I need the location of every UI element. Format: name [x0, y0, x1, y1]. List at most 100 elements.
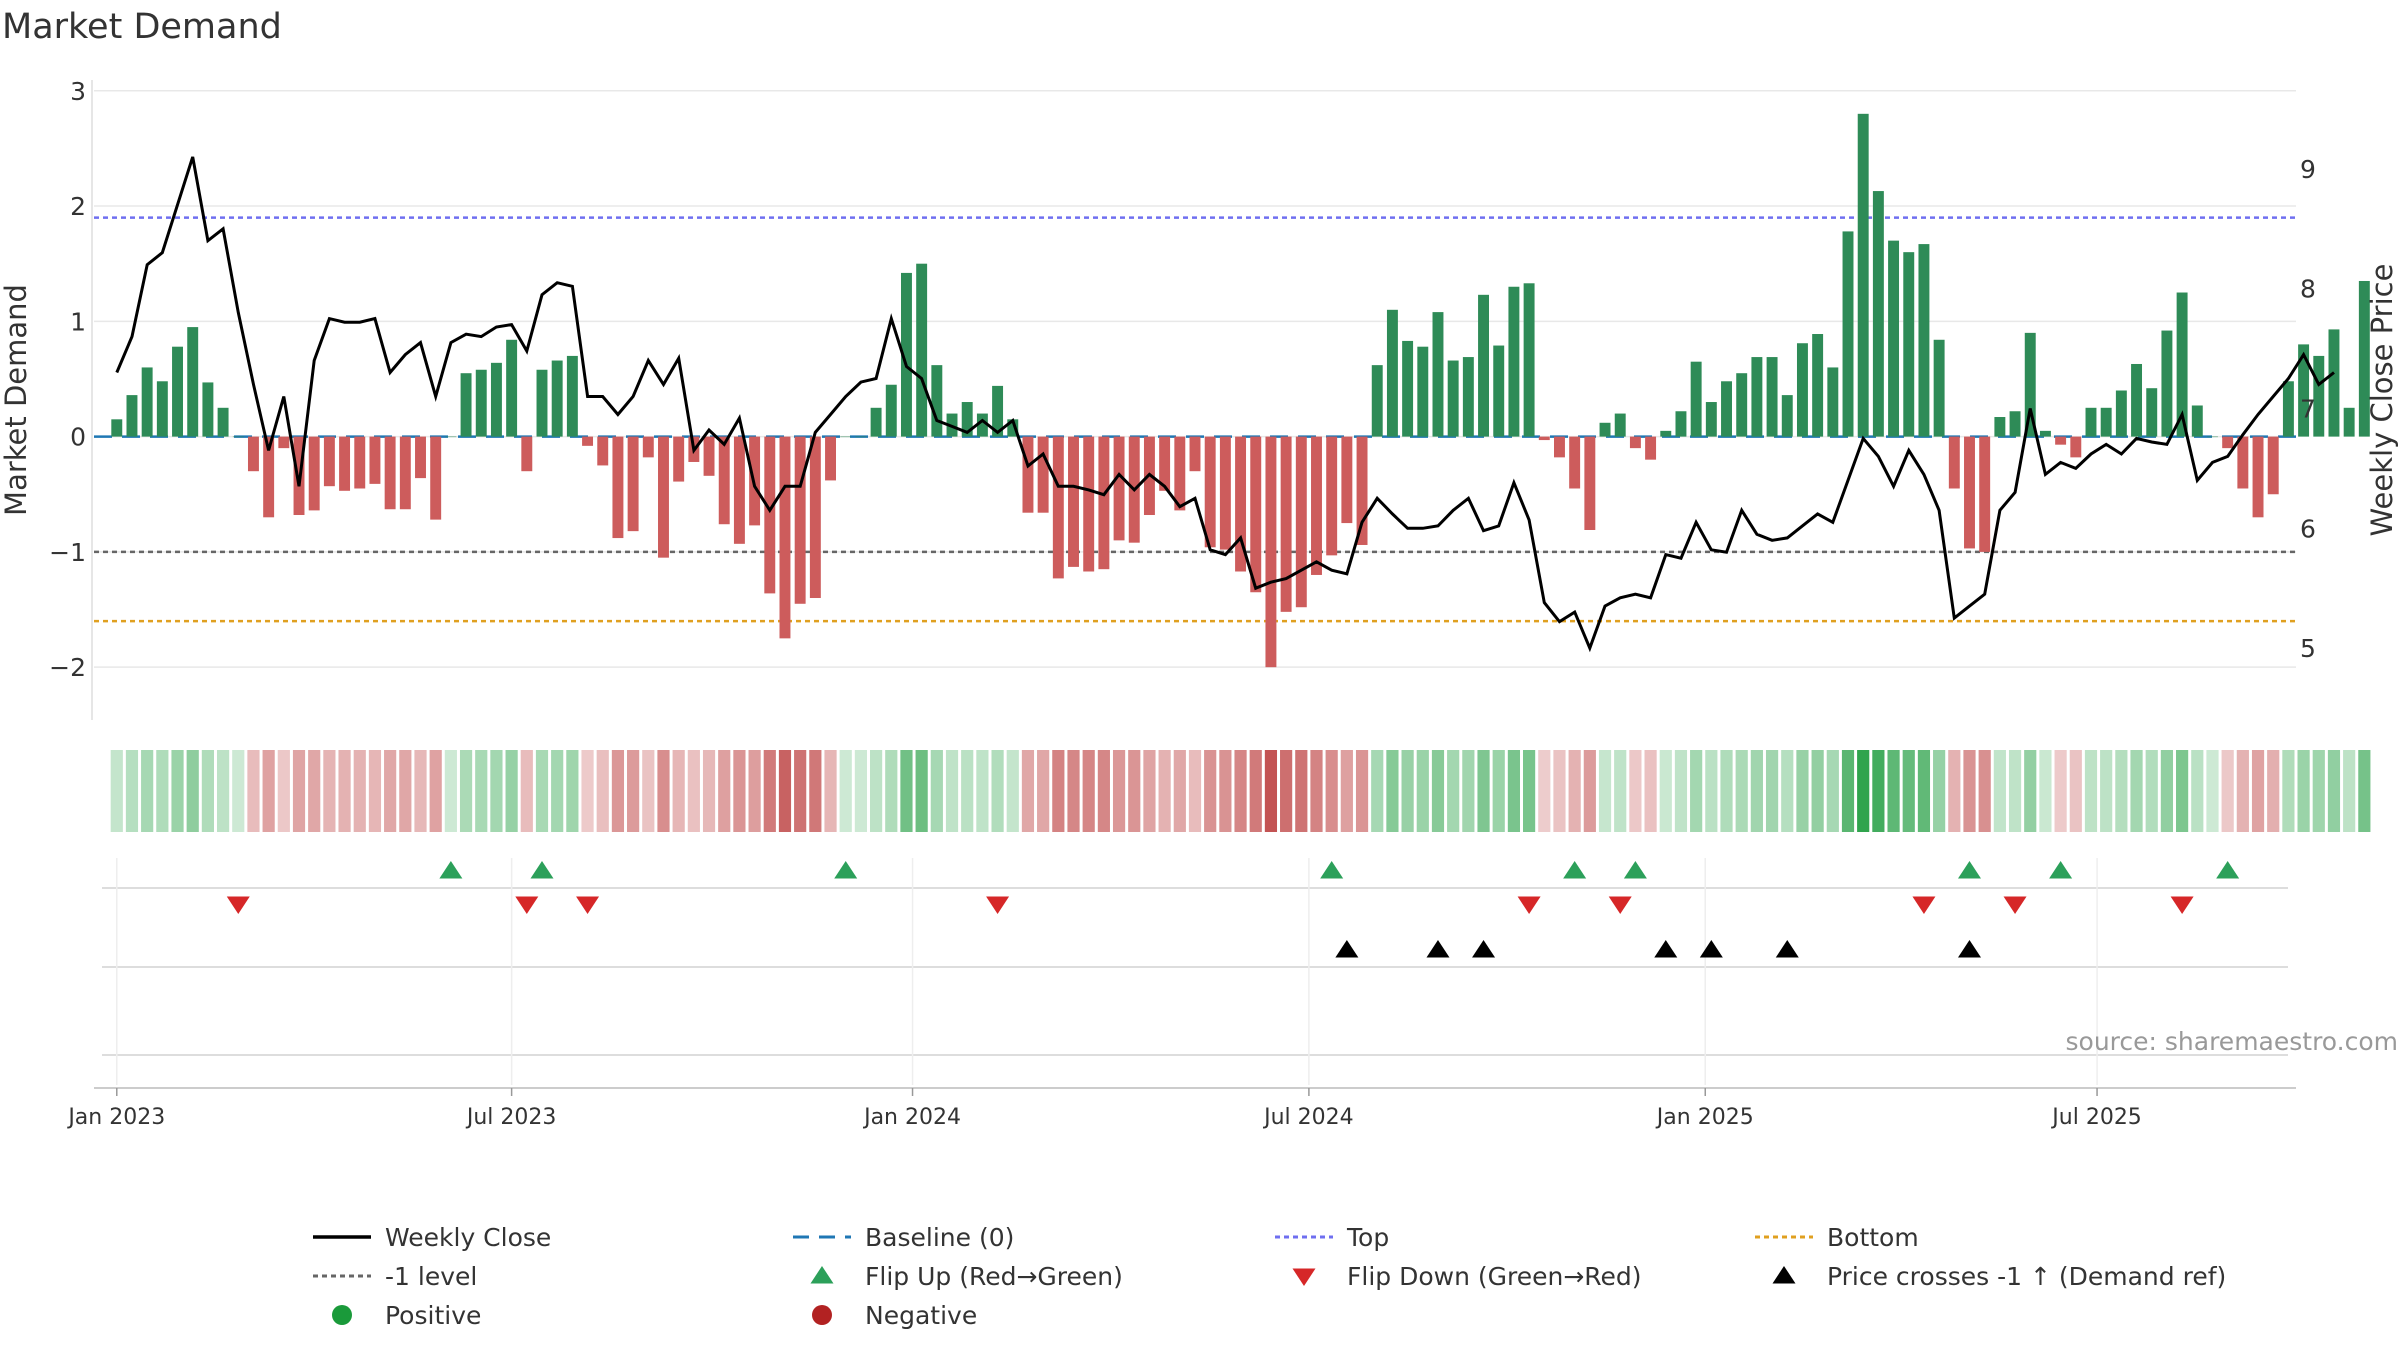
strip-cell-positive: [2176, 750, 2189, 832]
strip-cell-negative: [1340, 750, 1353, 832]
strip-cell-negative: [262, 750, 275, 832]
strip-cell-positive: [839, 750, 852, 832]
strip-cell-negative: [596, 750, 609, 832]
demand-bar-positive: [1493, 345, 1505, 437]
demand-bar-positive: [1827, 367, 1839, 437]
demand-bar-negative: [1295, 436, 1307, 608]
strip-cell-negative: [292, 750, 306, 832]
strip-cell-negative: [399, 750, 412, 832]
strip-cell-positive: [1841, 750, 1855, 832]
demand-bar-negative: [703, 436, 715, 476]
strip-cell-positive: [1750, 750, 1763, 832]
demand-bar-positive: [2358, 280, 2370, 437]
left-y-tick-labels: 3 2 1 0 −1 −2: [49, 77, 86, 682]
legend-label: Flip Down (Green→Red): [1347, 1262, 1642, 1291]
demand-bar-positive: [2313, 355, 2325, 437]
strip-cell-positive: [1492, 750, 1505, 832]
demand-bar-negative: [794, 436, 806, 604]
legend-label: Positive: [385, 1301, 481, 1330]
strip-cell-negative: [627, 750, 640, 832]
legend-label: Flip Up (Red→Green): [865, 1262, 1123, 1291]
demand-bar-positive: [566, 355, 578, 437]
strip-cell-positive: [156, 750, 169, 832]
demand-bar-negative: [809, 436, 821, 599]
demand-bar-positive: [2024, 332, 2036, 437]
flip-down-marker: [2170, 896, 2194, 914]
right-y-tick-label: 5: [2300, 634, 2316, 663]
demand-bar-positive: [1918, 244, 1930, 437]
strip-cell-positive: [1735, 750, 1748, 832]
strip-cell-negative: [1553, 750, 1566, 832]
demand-bar-positive: [855, 436, 867, 438]
demand-bar-positive: [1462, 357, 1474, 437]
strip-cell-negative: [1037, 750, 1050, 832]
event-marker-rows: [94, 858, 2296, 1089]
strip-cell-positive: [110, 750, 123, 832]
demand-bar-negative: [2070, 436, 2082, 458]
demand-bar-positive: [202, 382, 214, 437]
gridlines: [94, 90, 2296, 668]
x-tick-label: Jul 2024: [1262, 1105, 1354, 1130]
right-y-tick-labels: 9 8 7 6 5: [2300, 155, 2316, 663]
strip-cell-positive: [171, 750, 184, 832]
demand-bar-positive: [2039, 430, 2051, 437]
demand-bar-positive: [536, 369, 548, 437]
demand-heat-strip: [110, 750, 2371, 832]
demand-bar-positive: [141, 367, 153, 437]
demand-bar-positive: [1447, 360, 1459, 437]
demand-bar-negative: [825, 436, 836, 481]
demand-bar-positive: [1751, 357, 1763, 437]
demand-bar-negative: [764, 436, 776, 594]
strip-cell-negative: [809, 750, 822, 832]
strip-cell-negative: [1583, 750, 1596, 832]
demand-bar-negative: [1645, 436, 1657, 460]
strip-cell-positive: [2100, 750, 2113, 832]
demand-bar-negative: [430, 436, 442, 520]
strip-cell-positive: [1690, 750, 1703, 832]
x-tick-label: Jan 2025: [1655, 1105, 1754, 1130]
demand-bar-positive: [232, 436, 244, 438]
demand-bar-positive: [1812, 334, 1824, 437]
demand-bar-positive: [1432, 312, 1444, 437]
demand-bar-negative: [1341, 436, 1353, 524]
strip-cell-negative: [520, 750, 533, 832]
demand-bar-positive: [1781, 395, 1793, 437]
strip-cell-positive: [1462, 750, 1475, 832]
demand-bar-positive: [506, 339, 518, 437]
demand-bar-negative: [1083, 436, 1095, 572]
strip-cell-negative: [1188, 750, 1202, 832]
demand-bar-positive: [2100, 407, 2112, 437]
demand-bar-positive: [2191, 405, 2203, 437]
demand-bar-negative: [1204, 436, 1216, 548]
demand-bar-negative: [2237, 436, 2249, 489]
strip-cell-positive: [1477, 750, 1490, 832]
demand-bar-positive: [976, 413, 988, 437]
demand-bar-negative: [323, 436, 335, 487]
demand-bar-positive: [172, 346, 183, 437]
reference-lines: [94, 216, 2296, 623]
demand-bar-negative: [1326, 436, 1338, 556]
strip-cell-positive: [2343, 750, 2356, 832]
flip-up-marker: [2216, 861, 2240, 879]
demand-bar-positive: [1994, 417, 2006, 437]
demand-bar-positive: [2009, 411, 2021, 437]
strip-cell-positive: [854, 750, 867, 832]
strip-cell-positive: [2008, 750, 2022, 832]
strip-cell-positive: [2160, 750, 2174, 832]
strip-cell-positive: [1826, 750, 1839, 832]
demand-bar-positive: [1721, 381, 1732, 437]
strip-cell-negative: [1325, 750, 1338, 832]
demand-bar-negative: [1265, 436, 1277, 668]
strip-cell-negative: [1173, 750, 1186, 832]
demand-bar-positive: [187, 327, 199, 437]
demand-bar-positive: [870, 407, 882, 437]
demand-bar-positive: [1857, 113, 1869, 437]
demand-bar-positive: [992, 385, 1004, 437]
demand-bar-positive: [445, 436, 457, 438]
strip-cell-negative: [2251, 750, 2265, 832]
strip-cell-positive: [1857, 750, 1870, 832]
demand-bar-negative: [521, 436, 533, 472]
demand-bar-positive: [2115, 390, 2127, 437]
strip-cell-positive: [976, 750, 989, 832]
demand-bar-negative: [627, 436, 639, 532]
